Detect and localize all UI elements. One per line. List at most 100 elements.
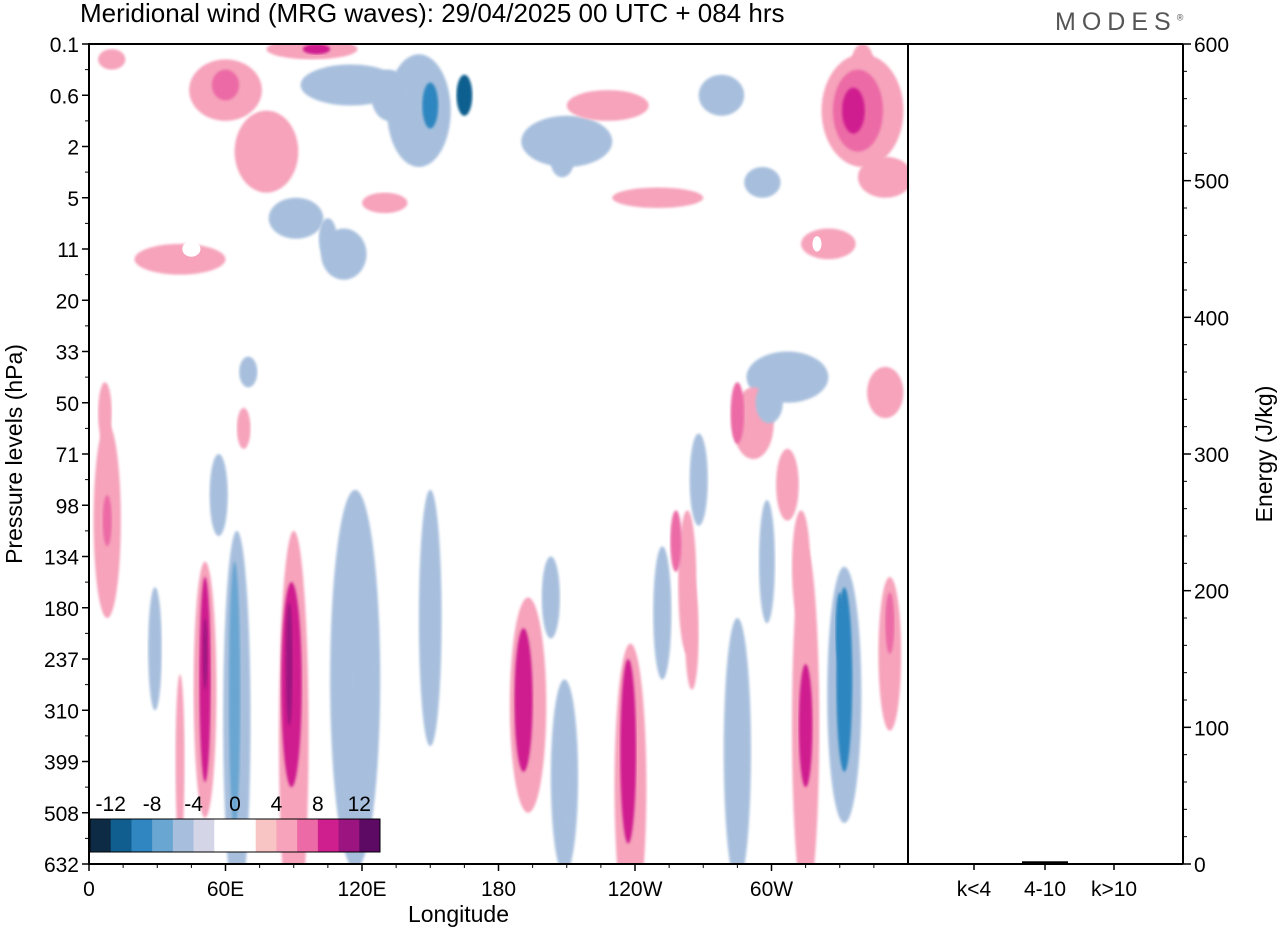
colorbar-swatch-12 [338, 819, 360, 852]
y-tick-label-7: 50 [56, 393, 79, 416]
wind-contour-5 [744, 167, 781, 198]
wind-contour-61 [885, 592, 895, 654]
y-tick-label-15: 508 [44, 803, 79, 826]
x-tick-label-5: 60W [750, 878, 793, 901]
x-tick-label-2: 120E [337, 878, 386, 901]
wind-contour-8 [234, 110, 299, 193]
y-tick-label-3: 5 [67, 188, 79, 211]
colorbar-swatch-13 [359, 819, 381, 852]
wind-contour-72 [422, 82, 439, 129]
wind-contour-74 [835, 592, 844, 665]
x-tick-label-4: 120W [608, 878, 663, 901]
energy-bar-1 [1022, 861, 1068, 864]
energy-bar-0 [951, 863, 997, 865]
wind-contour-10 [362, 192, 408, 214]
colorbar-swatch-5 [193, 819, 215, 852]
wind-contour-70 [842, 87, 865, 134]
y-tick-label-13: 310 [44, 700, 79, 723]
wind-contour-32 [268, 197, 324, 239]
wind-contour-69 [302, 44, 331, 55]
wind-contour-0 [209, 454, 228, 536]
wind-field-heatmap [89, 44, 908, 864]
colorbar-label-4: 4 [271, 793, 283, 816]
energy-tick-label-3: 300 [1194, 444, 1229, 467]
x-tick-label-3: 180 [481, 878, 516, 901]
wind-contour-63 [730, 382, 745, 444]
colorbar-label-3: 0 [229, 793, 241, 816]
main-axes: 0.1 0.6 2 5 11 20 33 50 71 98 134 180 237 310 399 508 63… [1, 34, 909, 927]
colorbar-swatch-6 [214, 819, 236, 852]
colorbar-label-1: -8 [143, 793, 162, 816]
y-axis-label: Pressure levels (hPa) [1, 344, 27, 564]
wind-contour-59 [670, 510, 682, 572]
wind-contour-73 [202, 618, 208, 690]
y-tick-label-5: 20 [56, 290, 79, 313]
y-tick-label-1: 0.6 [50, 85, 79, 108]
y-tick-label-11: 180 [44, 598, 79, 621]
y-tick-label-8: 71 [56, 444, 79, 467]
y-tick-label-14: 399 [44, 752, 79, 775]
wind-contour-38 [685, 577, 699, 690]
colorbar-swatch-0 [90, 819, 112, 852]
wind-contour-28 [236, 407, 251, 449]
wind-contour-4 [698, 74, 745, 116]
wind-contour-60 [102, 495, 112, 547]
wind-contour-57 [211, 69, 240, 101]
energy-tick-label-1: 100 [1194, 717, 1229, 740]
wind-contour-67 [620, 659, 637, 844]
field-gap-0 [182, 241, 201, 257]
y-tick-label-0: 0.1 [50, 34, 79, 57]
wind-contour-51 [350, 551, 378, 808]
y-tick-label-9: 98 [56, 495, 79, 518]
y-tick-label-12: 237 [44, 649, 79, 672]
wind-contour-52 [562, 746, 572, 829]
colorbar-swatch-3 [152, 819, 174, 852]
wind-contour-15 [801, 228, 856, 260]
category-label-1: 4-10 [1024, 878, 1066, 901]
modes-logo: MODES® [1055, 8, 1183, 37]
wind-contour-13 [857, 156, 908, 198]
y-tick-label-16: 632 [44, 854, 79, 877]
energy-tick-label-6: 600 [1194, 34, 1229, 57]
y-tick-label-10: 134 [44, 547, 79, 570]
wind-contour-6 [418, 489, 442, 747]
colorbar-swatch-10 [297, 819, 319, 852]
energy-tick-label-4: 400 [1194, 307, 1229, 330]
wind-contour-7 [867, 366, 904, 419]
category-label-2: k>10 [1091, 878, 1137, 901]
wind-contour-47 [755, 382, 783, 424]
colorbar-swatch-8 [255, 819, 277, 852]
y-tick-label-4: 11 [57, 239, 79, 262]
field-gap-1 [812, 236, 822, 252]
chart-title: Meridional wind (MRG waves): 29/04/2025 … [80, 0, 785, 28]
wind-contour-76 [456, 74, 473, 116]
colorbar-swatch-4 [172, 819, 195, 852]
colorbar-swatch-7 [235, 819, 257, 852]
colorbar-frame [89, 818, 381, 853]
wind-contour-17 [98, 49, 126, 70]
brand-text: MODES [1055, 8, 1177, 36]
wind-contour-22 [653, 546, 672, 680]
wind-contour-36 [148, 587, 162, 711]
wind-contour-49 [550, 146, 574, 178]
colorbar-swatch-1 [110, 819, 132, 852]
colorbar-swatch-11 [317, 819, 340, 852]
wind-contour-25 [776, 448, 799, 521]
wind-contour-2 [758, 500, 775, 624]
energy-tick-label-2: 200 [1194, 581, 1229, 604]
colorbar-label-5: 8 [312, 793, 324, 816]
energy-tick-label-5: 500 [1194, 171, 1229, 194]
wind-contour-50 [318, 218, 337, 260]
wind-contour-68 [798, 664, 813, 788]
wind-contour-9 [134, 243, 226, 275]
y-tick-label-2: 2 [67, 137, 79, 160]
y-tick-label-6: 33 [56, 342, 79, 365]
wind-contour-11 [521, 115, 613, 167]
wind-contour-1 [541, 556, 560, 639]
wind-contour-14 [612, 187, 704, 208]
wind-contour-12 [566, 90, 649, 121]
colorbar-label-0: -12 [96, 793, 126, 816]
colorbar-label-2: -4 [184, 793, 203, 816]
colorbar-swatch-2 [131, 819, 153, 852]
